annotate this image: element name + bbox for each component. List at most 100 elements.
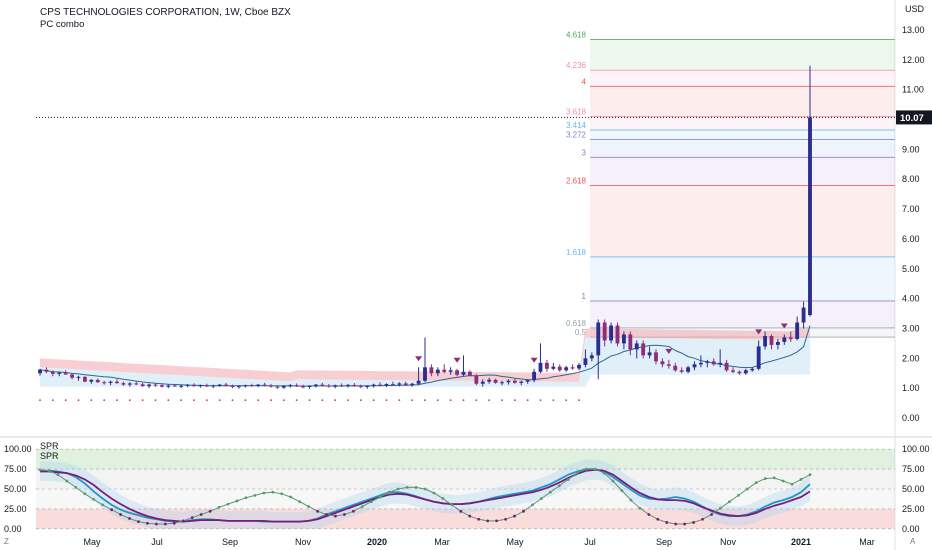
trailing-stop-dot <box>77 399 80 402</box>
candle-body <box>140 384 145 387</box>
trailing-stop-dot <box>282 399 285 402</box>
candle-body <box>487 379 492 382</box>
candle-body <box>641 343 646 356</box>
trailing-stop-dot <box>193 399 195 402</box>
candle-body <box>423 367 427 381</box>
candle-body <box>416 380 421 384</box>
candle-body <box>153 384 158 386</box>
candle-body <box>326 385 331 387</box>
candle-body <box>192 384 196 387</box>
candle-body <box>403 383 408 386</box>
price-axis-tick: 2.00 <box>902 353 920 363</box>
oscillator-dot <box>459 509 463 513</box>
auto-scale-button[interactable]: A <box>910 537 916 546</box>
oscillator-dot <box>566 478 570 481</box>
candle-body <box>365 385 370 388</box>
oscillator-dot <box>441 497 445 500</box>
trailing-stop-dot <box>116 399 118 402</box>
oscillator-dot <box>432 491 436 495</box>
candle-body <box>294 385 299 387</box>
candle-body <box>634 343 639 350</box>
fib-zone <box>590 116 895 130</box>
oscillator-dot <box>271 490 275 494</box>
candle-body <box>525 380 530 382</box>
candle-body <box>788 337 793 339</box>
oscillator-dot <box>289 495 293 499</box>
trailing-stop-dot <box>488 399 491 402</box>
time-axis-tick: Jul <box>151 537 163 547</box>
oscillator-axis-tick: 0.00 <box>902 524 920 534</box>
candle-body <box>500 382 504 384</box>
fib-zone <box>590 185 895 257</box>
candle-body <box>763 335 768 347</box>
candle-body <box>679 370 684 372</box>
oscillator-dot <box>262 491 266 495</box>
candle-body <box>339 385 344 387</box>
oscillator-dot <box>65 479 69 483</box>
candle-body <box>442 369 447 372</box>
trailing-stop-dot <box>436 399 439 402</box>
candle-body <box>70 374 75 378</box>
candle-body <box>320 384 325 386</box>
candle-body <box>512 380 517 383</box>
candle-body <box>435 369 440 374</box>
time-axis-tick: Nov <box>720 537 737 547</box>
resistance-band <box>40 328 810 382</box>
time-axis-tick: 2021 <box>791 537 811 547</box>
oscillator-dot <box>548 490 552 494</box>
candle-body <box>583 358 588 365</box>
indicator-name: PC combo <box>40 19 85 30</box>
trailing-stop-dot <box>539 399 542 402</box>
candle-body <box>313 384 318 386</box>
fib-zone <box>590 86 895 117</box>
candle-body <box>38 369 42 374</box>
candle-body <box>390 384 395 386</box>
candle-body <box>666 364 671 366</box>
candle-body <box>577 364 581 369</box>
trailing-stop-dot <box>90 399 93 402</box>
oscillator-dot <box>119 513 122 516</box>
candle-body <box>775 341 780 345</box>
trailing-stop-dot <box>372 399 375 402</box>
oscillator-legend: SPR <box>40 441 59 451</box>
oscillator-axis-tick-left: 50.00 <box>4 484 27 494</box>
candle-body <box>230 385 235 388</box>
fib-level-label: 4.618 <box>566 30 587 39</box>
oscillator-dot <box>495 519 499 523</box>
candle-body <box>115 381 119 384</box>
trailing-stop-dot <box>385 399 388 402</box>
candle-body <box>102 382 107 384</box>
candle-body <box>551 366 556 369</box>
oscillator-dot <box>754 481 758 485</box>
oscillator-line-purple <box>40 468 811 523</box>
log-scale-button[interactable]: Z <box>4 537 9 546</box>
oscillator-dot <box>405 486 409 489</box>
oscillator-dot <box>665 521 669 524</box>
candle-body <box>76 376 81 378</box>
oscillator-dot <box>56 473 60 477</box>
oscillator-axis-tick: 75.00 <box>902 464 925 474</box>
oscillator-dot <box>414 486 418 489</box>
trailing-stop-dot <box>398 399 401 402</box>
candle-body <box>467 371 472 376</box>
trailing-stop-dot <box>257 399 260 402</box>
oscillator-dot <box>325 513 328 516</box>
last-price-tag-text: 10.07 <box>900 113 924 124</box>
chart-header: CPS TECHNOLOGIES CORPORATION, 1W, Cboe B… <box>40 7 291 31</box>
time-axis-tick: Sep <box>222 537 238 547</box>
candle-body <box>89 379 94 382</box>
oscillator-dot <box>92 497 96 501</box>
price-axis-tick: 5.00 <box>902 264 920 274</box>
candle-body <box>705 361 710 363</box>
time-axis-tick: Nov <box>295 537 312 547</box>
candle-body <box>121 383 126 385</box>
candle-body <box>262 384 267 386</box>
oscillator-dot <box>728 500 731 504</box>
candle-body <box>660 361 665 365</box>
candle-body <box>371 384 376 386</box>
trailing-stop-dot <box>513 399 516 402</box>
trailing-stop-dot <box>141 399 144 402</box>
candle-body <box>743 370 748 374</box>
oscillator-dot <box>584 467 588 471</box>
